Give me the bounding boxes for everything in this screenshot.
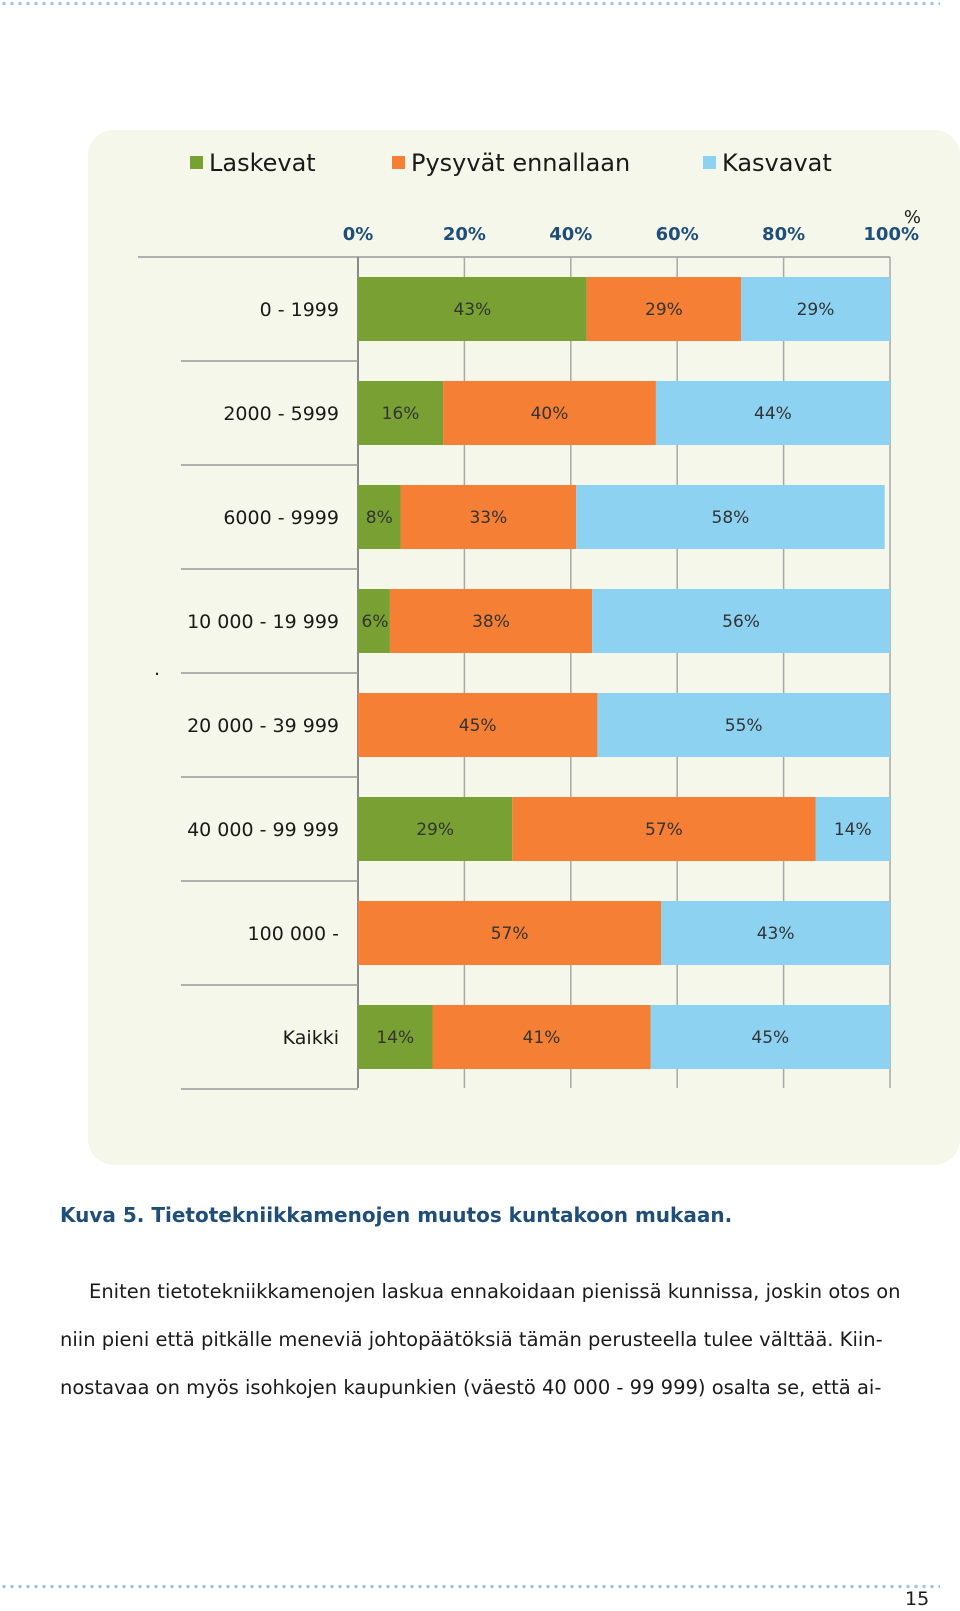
bar-label-7-1: 41% xyxy=(523,1028,561,1048)
bar-1-2 xyxy=(655,381,890,445)
figure-caption: Kuva 5. Tietotekniikkamenojen muutos kun… xyxy=(60,1203,733,1227)
bar-2-1 xyxy=(400,485,577,549)
chart-legend: Laskevat Pysyvät ennallaan Kasvavat xyxy=(190,149,832,177)
category-label-6: 100 000 - xyxy=(248,923,339,945)
category-label-0: 0 - 1999 xyxy=(260,299,339,321)
legend-label-1: Pysyvät ennallaan xyxy=(411,149,630,177)
bar-label-4-1: 45% xyxy=(459,716,497,736)
bar-label-1-1: 40% xyxy=(531,404,569,424)
bar-label-1-0: 16% xyxy=(382,404,420,424)
bar-0-2 xyxy=(741,277,890,341)
legend-label-0: Laskevat xyxy=(209,149,316,177)
body-line-1: Eniten tietotekniikkamenojen laskua enna… xyxy=(89,1280,901,1303)
x-axis-ticks: 0% 20% 40% 60% 80% 100%% xyxy=(343,207,921,245)
bar-3-1 xyxy=(389,589,593,653)
bar-label-0-1: 29% xyxy=(645,300,683,320)
bar-label-3-2: 56% xyxy=(722,612,760,632)
bar-label-4-2: 55% xyxy=(725,716,763,736)
bar-3-2 xyxy=(592,589,890,653)
category-label-5: 40 000 - 99 999 xyxy=(187,819,339,841)
bar-4-1 xyxy=(358,693,598,757)
x-unit-label: % xyxy=(904,207,921,228)
bar-label-2-2: 58% xyxy=(712,508,750,528)
bar-label-6-1: 57% xyxy=(491,924,529,944)
body-line-2: niin pieni että pitkälle meneviä johtopä… xyxy=(60,1328,883,1351)
bar-5-2 xyxy=(815,797,890,861)
stacked-bar-chart: Laskevat Pysyvät ennallaan Kasvavat 0% 20% 4… xyxy=(138,149,921,1090)
bar-label-5-0: 29% xyxy=(416,820,454,840)
bar-0-1 xyxy=(586,277,742,341)
tick-label-3: 60% xyxy=(656,224,699,245)
bar-label-5-2: 14% xyxy=(834,820,872,840)
category-label-2: 6000 - 9999 xyxy=(223,507,339,529)
legend-label-2: Kasvavat xyxy=(722,149,832,177)
bar-5-0 xyxy=(358,797,513,861)
bar-1-1 xyxy=(443,381,656,445)
tick-label-0: 0% xyxy=(343,224,374,245)
legend-swatch-1 xyxy=(392,156,405,169)
bar-0-0 xyxy=(358,277,587,341)
bar-7-0 xyxy=(358,1005,433,1069)
bar-6-2 xyxy=(661,901,890,965)
tick-label-5: 100% xyxy=(863,224,919,245)
bar-5-1 xyxy=(512,797,816,861)
bar-label-2-1: 33% xyxy=(469,508,507,528)
body-line-3: nostavaa on myös isohkojen kaupunkien (v… xyxy=(60,1376,882,1399)
bar-label-1-2: 44% xyxy=(754,404,792,424)
category-label-1: 2000 - 5999 xyxy=(223,403,339,425)
bar-label-7-0: 14% xyxy=(376,1028,414,1048)
bar-4-2 xyxy=(597,693,890,757)
bar-label-3-0: 6% xyxy=(362,612,389,632)
category-labels: 0 - 1999 2000 - 5999 6000 - 9999 10 000 - 1… xyxy=(154,299,339,1049)
tick-label-1: 20% xyxy=(443,224,486,245)
category-label-4: 20 000 - 39 999 xyxy=(187,715,339,737)
bar-label-6-2: 43% xyxy=(757,924,795,944)
bar-label-5-1: 57% xyxy=(645,820,683,840)
bar-7-2 xyxy=(650,1005,890,1069)
bar-1-0 xyxy=(358,381,444,445)
bar-7-1 xyxy=(432,1005,651,1069)
page-number: 15 xyxy=(905,1588,930,1610)
bar-label-0-2: 29% xyxy=(797,300,835,320)
bar-label-7-2: 45% xyxy=(751,1028,789,1048)
tick-label-2: 40% xyxy=(549,224,592,245)
bar-3-0 xyxy=(358,589,390,653)
bar-6-1 xyxy=(358,901,662,965)
chart-bars: 43% 29% 29% 16% 40% 44% 8% 33% 58% 6% 38% 56% 45% 55%… xyxy=(358,277,890,1069)
bar-2-2 xyxy=(576,485,885,549)
legend-swatch-2 xyxy=(703,156,716,169)
bar-label-3-1: 38% xyxy=(472,612,510,632)
category-label-7: Kaikki xyxy=(283,1027,339,1049)
bar-2-0 xyxy=(358,485,401,549)
top-dotted-border xyxy=(0,1,940,6)
bar-label-2-0: 8% xyxy=(366,508,393,528)
bar-label-0-0: 43% xyxy=(453,300,491,320)
category-label-3: 10 000 - 19 999 xyxy=(187,611,339,633)
body-paragraph: Eniten tietotekniikkamenojen laskua enna… xyxy=(60,1268,920,1412)
tick-label-4: 80% xyxy=(762,224,805,245)
legend-swatch-0 xyxy=(190,156,203,169)
stray-mark: . xyxy=(154,658,160,680)
bottom-dotted-border xyxy=(0,1584,940,1589)
